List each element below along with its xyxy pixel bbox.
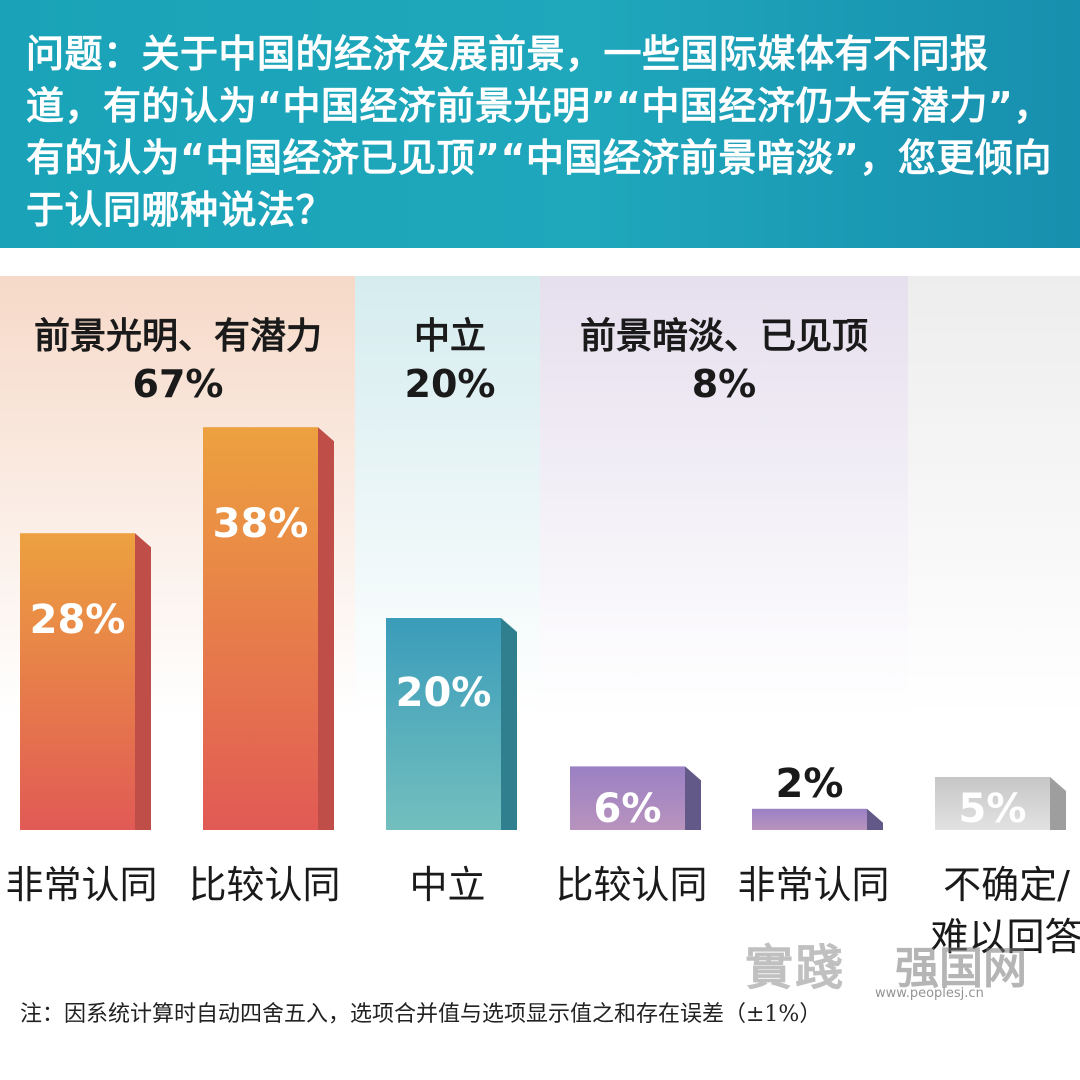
group-total: 8% — [692, 362, 757, 406]
category-label: 比较认同 — [555, 863, 707, 907]
bar-side — [867, 808, 883, 830]
background-zone — [908, 276, 1080, 716]
bar-value-label: 5% — [959, 786, 1027, 832]
bar-side — [685, 766, 701, 830]
group-label: 中立 — [414, 316, 486, 357]
category-label: 不确定/ — [943, 863, 1070, 907]
group-label: 前景光明、有潜力 — [34, 316, 322, 357]
bar-value-label: 2% — [776, 761, 844, 807]
watermark-brand-a: 實踐 — [745, 940, 846, 996]
bar-value-label: 28% — [30, 597, 126, 643]
category-label: 中立 — [409, 863, 485, 907]
bar-side — [135, 533, 151, 830]
background-zone — [540, 276, 908, 716]
bar-side — [1050, 777, 1066, 830]
bar — [752, 808, 867, 830]
bar-value-label: 6% — [594, 786, 662, 832]
question-text: 问题：关于中国的经济发展前景，一些国际媒体有不同报道，有的认为“中国经济前景光明… — [26, 32, 1052, 232]
group-label: 前景暗淡、已见顶 — [580, 316, 868, 357]
watermark-url: www.peoplesj.cn — [875, 986, 984, 1001]
bar — [386, 618, 501, 830]
group-total: 20% — [405, 362, 496, 406]
bar-side — [501, 618, 517, 830]
bar — [935, 777, 1050, 830]
bar — [570, 766, 685, 830]
bar — [20, 533, 135, 830]
bar-side — [318, 427, 334, 830]
bar-value-label: 38% — [213, 501, 309, 547]
category-label: 难以回答 — [930, 915, 1080, 959]
bar — [203, 427, 318, 830]
footnote: 注：因系统计算时自动四舍五入，选项合并值与选项显示值之和存在误差（±1%） — [20, 1002, 822, 1027]
category-label: 非常认同 — [5, 863, 157, 907]
category-label: 比较认同 — [188, 863, 340, 907]
bar-value-label: 20% — [396, 670, 492, 716]
question-banner: 问题：关于中国的经济发展前景，一些国际媒体有不同报道，有的认为“中国经济前景光明… — [0, 0, 1080, 248]
category-label: 非常认同 — [737, 863, 889, 907]
watermark-brand-b: 强国网 — [895, 943, 1027, 994]
watermark-logo: 實踐 强国网 www.peoplesj.cn — [745, 928, 1065, 1001]
group-total: 67% — [133, 362, 224, 406]
